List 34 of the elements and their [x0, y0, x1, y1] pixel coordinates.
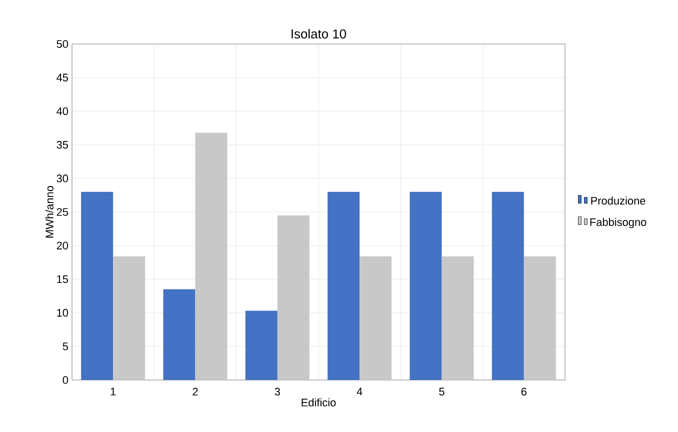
bar: [113, 256, 146, 380]
chart-title: Isolato 10: [292, 28, 346, 38]
legend-label: Produzione: [591, 196, 646, 205]
bar: [492, 192, 524, 380]
bar: [81, 192, 114, 380]
x-tick-label: 4: [356, 388, 362, 396]
y-tick-label: 45: [56, 74, 68, 82]
bar: [524, 256, 556, 380]
bar: [277, 215, 310, 380]
x-tick-label: 1: [110, 388, 116, 396]
y-tick-label: 10: [57, 308, 68, 317]
y-tick-label: 15: [57, 275, 68, 284]
bar: [328, 192, 360, 380]
x-tick-label: 3: [274, 388, 280, 396]
y-tick-label: 5: [62, 342, 68, 350]
y-tick-label: 20: [56, 242, 68, 250]
bar: [360, 256, 392, 380]
y-tick-label: 25: [56, 208, 68, 216]
y-tick-label: 40: [56, 107, 68, 116]
y-tick-label: 30: [56, 174, 68, 182]
y-axis-title: MWh/anno: [45, 186, 54, 238]
x-tick-label: 2: [192, 388, 198, 396]
x-tick-label: 6: [521, 388, 526, 396]
bar: [245, 310, 278, 380]
bar: [163, 289, 196, 380]
bar: [442, 256, 474, 380]
legend-label: Fabbisogno: [590, 218, 646, 228]
bar: [410, 192, 442, 380]
y-tick-label: 0: [62, 376, 68, 384]
x-tick-label: 5: [439, 388, 444, 396]
y-tick-label: 50: [56, 40, 68, 48]
y-tick-label: 35: [56, 140, 68, 149]
x-axis-title: Edificio: [302, 398, 336, 406]
bar: [195, 132, 228, 380]
